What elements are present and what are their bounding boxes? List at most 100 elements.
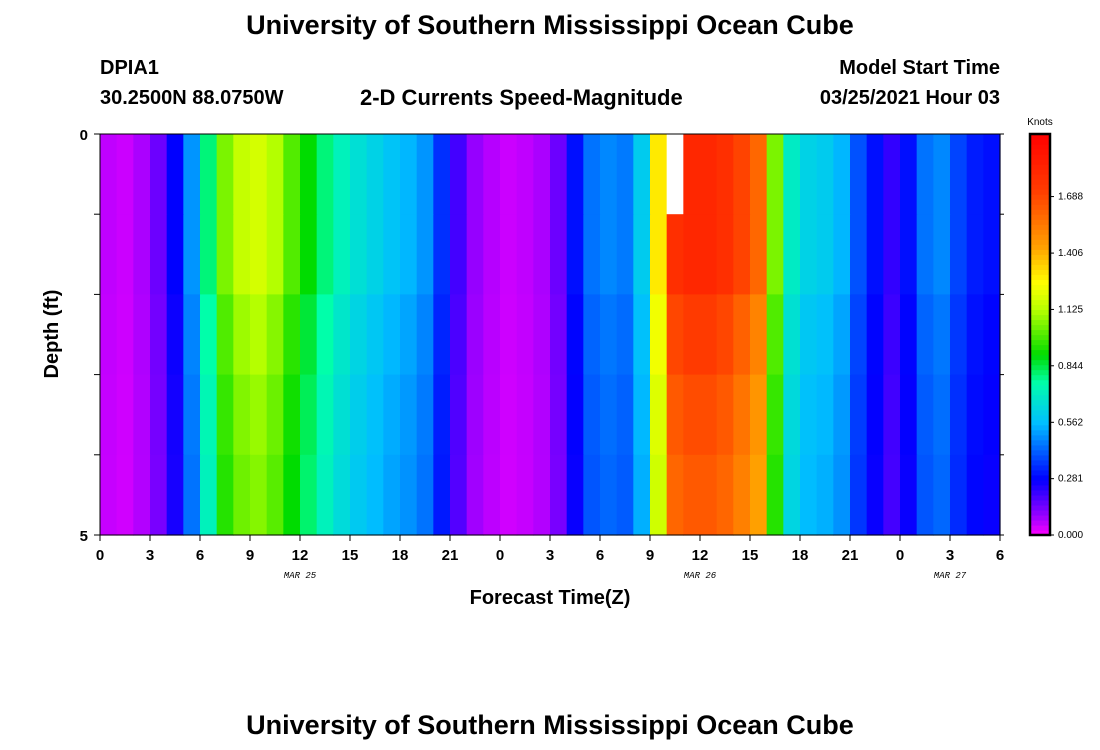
colorbar-segment [1030,369,1050,376]
heatmap-cell [583,134,601,215]
heatmap-cell [733,214,751,295]
heatmap-cell [633,374,651,456]
heatmap-cell [200,374,218,456]
heatmap-cell [616,214,634,295]
heatmap-cell [566,294,584,376]
colorbar: Knots 0.000 0.281 0.562 0.844 1.125 1.406 1.688 [1027,117,1083,541]
heatmap-cell [716,374,734,456]
heatmap-cell [966,134,984,215]
heatmap-cell [983,294,1001,376]
heatmap-cell [666,374,684,456]
x-tick-label: 6 [996,547,1004,564]
heatmap-cell [233,134,251,215]
x-tick-label: 12 [692,547,709,564]
heatmap-cell [150,134,168,215]
heatmap-cell [866,374,884,456]
colorbar-segment [1030,259,1050,265]
heatmap-cell [383,454,401,536]
heatmap-cell [483,134,501,215]
heatmap-cell [166,294,184,376]
y-axis-label: Depth (ft) [41,290,63,379]
heatmap-cell [866,294,884,376]
x-tick-label: 9 [646,547,654,564]
heatmap-cell [450,374,468,456]
heatmap-cell [500,374,518,456]
colorbar-segment [1030,349,1050,356]
x-tick-label: 6 [596,547,604,564]
colorbar-segment [1030,519,1050,526]
x-axis-label: Forecast Time(Z) [470,587,631,609]
heatmap-cell [250,374,268,456]
heatmap-cell [316,134,334,215]
colorbar-segment [1030,354,1050,361]
heatmap-cell [600,454,618,536]
heatmap-cell [916,454,934,536]
heatmap-cell [833,374,851,456]
x-tick-label: 3 [546,547,554,564]
heatmap-cell [816,214,834,295]
colorbar-segment [1030,339,1050,346]
heatmap-cell [300,294,318,376]
colorbar-tick-label: 0.281 [1058,474,1083,485]
heatmap-cell [283,134,301,215]
colorbar-segment [1030,499,1050,506]
colorbar-segment [1030,494,1050,501]
heatmap-cell [883,374,901,456]
heatmap-cell [816,454,834,536]
colorbar-unit: Knots [1027,117,1053,128]
colorbar-segment [1030,474,1050,481]
heatmap-cell [533,374,551,456]
heatmap-cell [550,374,568,456]
heatmap-cell [116,134,134,215]
heatmap-cell [333,214,351,295]
heatmap-cell [700,374,718,456]
heatmap-cell [416,294,434,376]
heatmap-cell [950,294,968,376]
colorbar-segment [1030,184,1050,190]
heatmap-cell [183,214,201,295]
heatmap-cell [283,374,301,456]
heatmap-cell [350,374,368,456]
colorbar-segment [1030,409,1050,416]
heatmap-cell [566,214,584,295]
heatmap-cell [650,454,668,536]
heatmap-cell [233,454,251,536]
heatmap-cell [450,214,468,295]
heatmap-cell [533,134,551,215]
x-tick-label: 21 [442,547,459,564]
heatmap-cell [683,294,701,376]
colorbar-segment [1030,299,1050,306]
heatmap-cell [883,134,901,215]
heatmap-cell [916,134,934,215]
model-start-value: 03/25/2021 Hour 03 [819,87,1000,109]
heatmap-cell [100,454,118,536]
colorbar-segment [1030,334,1050,341]
heatmap-cell [816,294,834,376]
heatmap-cell [100,214,118,295]
heatmap-cell [350,294,368,376]
heatmap-cell [933,294,951,376]
heatmap-cell [416,214,434,295]
heatmap-cell [133,294,151,376]
heatmap-cell [300,454,318,536]
heatmap-cell [933,454,951,536]
heatmap-cell [816,134,834,215]
colorbar-segment [1030,379,1050,386]
heatmap-cell [283,214,301,295]
colorbar-segment [1030,154,1050,160]
colorbar-segment [1030,359,1050,366]
heatmap-cell [866,134,884,215]
colorbar-segment [1030,424,1050,431]
heatmap-cell [400,294,418,376]
heatmap-cell [366,454,384,536]
colorbar-segment [1030,509,1050,516]
heatmap-cell [216,214,234,295]
colorbar-segment [1030,229,1050,235]
heatmap-cell [533,454,551,536]
heatmap-cell [716,214,734,295]
heatmap-cell [683,454,701,536]
heatmap-cell [766,374,784,456]
x-tick-label: 15 [342,547,359,564]
heatmap-cell [633,454,651,536]
colorbar-segment [1030,194,1050,200]
